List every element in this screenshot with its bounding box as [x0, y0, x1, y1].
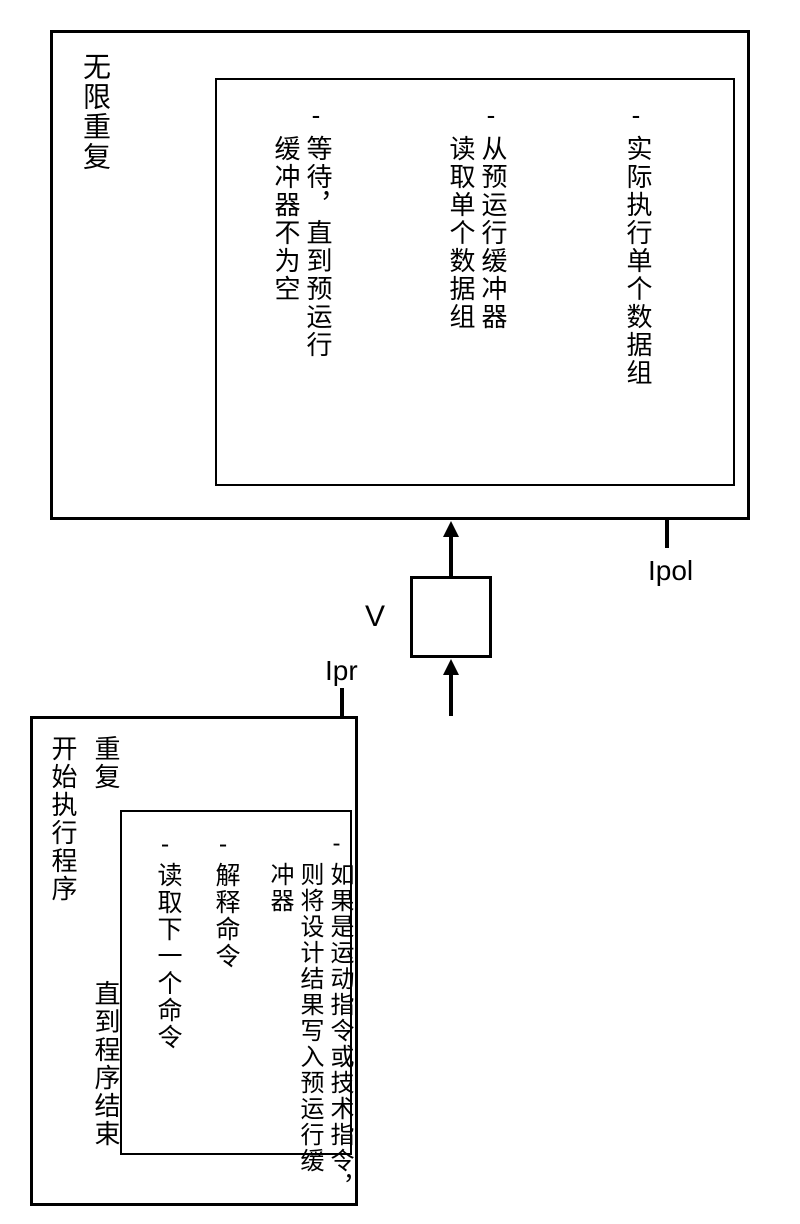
arrow-top-line [449, 536, 453, 576]
b-i2-dash: - [208, 830, 237, 860]
t-i1-b: 缓冲器不为空 [268, 135, 305, 303]
render-root: 无限重复 - 等待，直到预运行 缓冲器不为空 - 从预运行缓冲器 读取单个数据组… [0, 0, 800, 1224]
b-i1-dash: - [150, 830, 179, 860]
bottom-header2: 重复 [88, 735, 125, 791]
b-i3-b: 则将设计结果写入预运行缓 [292, 862, 327, 1174]
arrow-bot-head [443, 659, 459, 675]
v-label: V [365, 600, 385, 634]
ipol-label: Ipol [648, 555, 693, 587]
b-i3-a: 如果是运动指令或技术指令， [322, 862, 357, 1200]
top-box-header: 无限重复 [75, 52, 115, 172]
arrow-bot-line [449, 674, 453, 716]
bottom-footer: 直到程序结束 [88, 980, 125, 1148]
arrow-top-head [443, 521, 459, 537]
b-i3-dash: - [322, 830, 350, 859]
v-box [410, 576, 492, 658]
bottom-header1: 开始执行程序 [45, 735, 82, 903]
ipr-tick [340, 688, 344, 716]
b-i3-c: 冲器 [262, 862, 297, 914]
t-i2-b: 读取单个数据组 [443, 135, 480, 331]
ipr-label: Ipr [325, 655, 358, 687]
b-i1-a: 读取下一个命令 [150, 862, 186, 1051]
t-i2-dash: - [475, 100, 506, 132]
ipol-tick [665, 520, 669, 548]
t-i1-dash: - [300, 100, 331, 132]
t-i3-dash: - [620, 100, 651, 132]
t-i2-a: 从预运行缓冲器 [475, 135, 512, 331]
t-i1-a: 等待，直到预运行 [300, 135, 337, 359]
t-i3-a: 实际执行单个数据组 [620, 135, 657, 387]
b-i2-a: 解释命令 [208, 862, 244, 970]
